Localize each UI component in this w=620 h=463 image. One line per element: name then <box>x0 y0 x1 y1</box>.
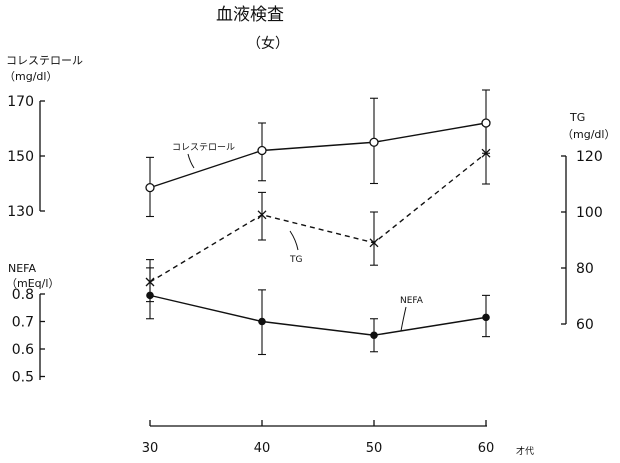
cholesterol-tick-label: 170 <box>7 94 34 110</box>
cholesterol-data-point <box>257 145 267 156</box>
tg-data-point <box>369 238 379 248</box>
nefa-annotation: NEFA <box>400 296 424 306</box>
error-bars-layer <box>146 89 490 356</box>
tg-tick-label: 120 <box>576 149 603 165</box>
series-lines-layer <box>149 122 487 336</box>
x-tick-label: 60 <box>478 441 495 456</box>
tg-annotation: TG <box>289 255 302 265</box>
chart-title: 血液検査 <box>216 5 284 25</box>
tg-axis-label: TG <box>569 111 585 124</box>
nefa-tick-label: 0.6 <box>12 342 34 358</box>
cholesterol-data-point <box>145 182 155 193</box>
nefa-data-point <box>258 317 266 326</box>
chart-subtitle: （女） <box>247 35 289 52</box>
cholesterol-axis-label: コレステロール <box>6 54 83 67</box>
nefa-axis-label: NEFA <box>8 262 36 275</box>
tg-tick-label: 60 <box>576 317 594 333</box>
tg-tick-label: 80 <box>576 261 594 277</box>
cholesterol-tick-label: 150 <box>7 149 34 165</box>
tg-tick-label: 100 <box>576 205 603 221</box>
tg-axis-unit: （mg/dl） <box>562 128 615 141</box>
cholesterol-data-point <box>481 118 491 128</box>
nefa-tick-label: 0.8 <box>12 287 34 303</box>
nefa-data-point <box>370 331 378 340</box>
tg-data-point <box>257 210 267 220</box>
cholesterol-annotation-arrow <box>187 153 195 169</box>
series-markers-layer <box>145 118 491 340</box>
nefa-data-point <box>146 291 154 300</box>
cholesterol-annotation: コレステロール <box>172 142 235 153</box>
tg-cross-stroke <box>481 148 491 158</box>
x-axis-label: 才代 <box>516 445 534 457</box>
tg-annotation-arrow <box>289 230 299 251</box>
tg-series-line <box>149 152 487 283</box>
tg-cross-stroke <box>257 210 267 220</box>
x-tick-label: 50 <box>366 441 383 456</box>
nefa-axis-unit: （mEq/l） <box>6 277 59 290</box>
cholesterol-data-point <box>369 137 379 147</box>
nefa-tick-label: 0.7 <box>12 315 34 331</box>
x-tick-label: 30 <box>142 441 159 456</box>
x-tick-label: 40 <box>254 441 271 456</box>
nefa-data-point <box>482 313 490 322</box>
cholesterol-series-line <box>149 122 487 189</box>
nefa-series-line <box>149 294 487 336</box>
cholesterol-axis-unit: （mg/dl） <box>4 70 57 83</box>
cholesterol-tick-label: 130 <box>7 204 34 220</box>
tick-layer: 170 150 130 120 100 80 60 0.8 0.7 0.6 0.5 30 40 50 60 <box>7 94 602 456</box>
tg-data-point <box>481 148 491 158</box>
nefa-tick-label: 0.5 <box>12 370 34 386</box>
tg-data-point <box>145 277 155 287</box>
nefa-annotation-arrow <box>400 306 407 332</box>
tg-cross-stroke <box>369 238 379 248</box>
tg-cross-stroke <box>145 277 155 287</box>
